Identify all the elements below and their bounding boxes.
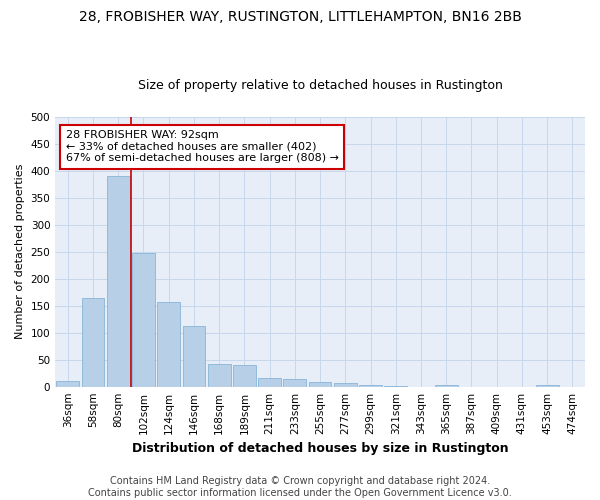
Text: 28 FROBISHER WAY: 92sqm
← 33% of detached houses are smaller (402)
67% of semi-d: 28 FROBISHER WAY: 92sqm ← 33% of detache… bbox=[66, 130, 339, 164]
Title: Size of property relative to detached houses in Rustington: Size of property relative to detached ho… bbox=[137, 79, 503, 92]
Text: 28, FROBISHER WAY, RUSTINGTON, LITTLEHAMPTON, BN16 2BB: 28, FROBISHER WAY, RUSTINGTON, LITTLEHAM… bbox=[79, 10, 521, 24]
Bar bbox=[309, 382, 331, 386]
Bar bbox=[334, 384, 356, 386]
Bar bbox=[132, 254, 155, 386]
Bar bbox=[157, 302, 180, 386]
Bar bbox=[233, 365, 256, 386]
Y-axis label: Number of detached properties: Number of detached properties bbox=[15, 164, 25, 340]
Bar bbox=[283, 378, 306, 386]
Bar bbox=[107, 176, 130, 386]
Bar bbox=[56, 380, 79, 386]
Bar bbox=[182, 326, 205, 386]
X-axis label: Distribution of detached houses by size in Rustington: Distribution of detached houses by size … bbox=[132, 442, 508, 455]
Bar bbox=[359, 384, 382, 386]
Bar bbox=[208, 364, 230, 386]
Bar bbox=[82, 298, 104, 386]
Text: Contains HM Land Registry data © Crown copyright and database right 2024.
Contai: Contains HM Land Registry data © Crown c… bbox=[88, 476, 512, 498]
Bar bbox=[258, 378, 281, 386]
Bar bbox=[536, 384, 559, 386]
Bar bbox=[435, 385, 458, 386]
